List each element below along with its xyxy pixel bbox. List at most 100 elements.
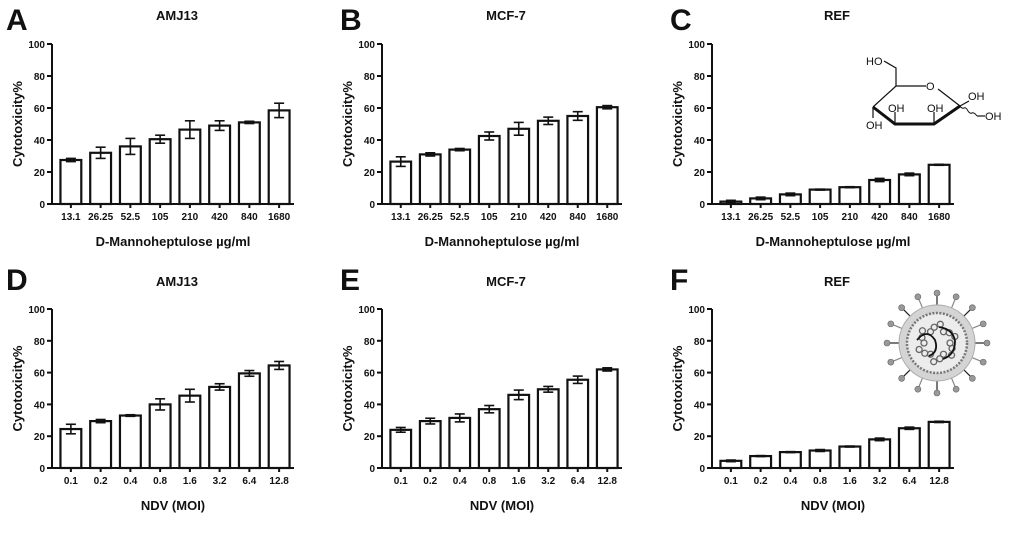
y-axis-title: Cytotoxicity% (670, 345, 685, 431)
bar (237, 372, 261, 470)
x-tick-label: 3.2 (213, 476, 227, 487)
x-axis-title: D-Mannoheptulose µg/ml (425, 234, 580, 249)
spike-head (952, 293, 960, 301)
chart-title: AMJ13 (156, 274, 198, 289)
y-tick-label: 0 (39, 464, 45, 475)
x-tick-label: 52.5 (450, 212, 470, 223)
y-tick-label: 40 (694, 400, 706, 411)
bar (595, 368, 619, 470)
y-axis-title: Cytotoxicity% (10, 81, 25, 167)
atom-label: OH (985, 111, 1002, 123)
bar (507, 393, 531, 470)
chart-title: MCF-7 (486, 274, 526, 289)
y-tick-label: 40 (364, 136, 376, 147)
y-tick-label: 0 (369, 464, 375, 475)
panel-letter: D (6, 264, 28, 297)
y-tick-label: 60 (694, 104, 706, 115)
y-tick-label: 80 (694, 337, 706, 348)
x-tick-label: 0.2 (754, 476, 768, 487)
spike-head (914, 385, 922, 393)
bar (566, 114, 590, 206)
x-tick-label: 420 (540, 212, 557, 223)
y-axis-title: Cytotoxicity% (340, 81, 355, 167)
bar (448, 148, 472, 206)
x-tick-label: 1680 (928, 212, 951, 223)
x-tick-label: 0.1 (394, 476, 408, 487)
bar (237, 121, 261, 206)
y-tick-label: 40 (34, 400, 46, 411)
spike-head (969, 304, 976, 311)
x-tick-label: 26.25 (418, 212, 443, 223)
oh-bond (959, 100, 970, 107)
x-axis-title: NDV (MOI) (470, 498, 534, 513)
bar (89, 419, 113, 470)
atom-label: OH (888, 103, 905, 115)
nucleocapsid-coil (939, 350, 948, 358)
y-tick-label: 100 (358, 40, 375, 51)
bar (148, 403, 172, 470)
x-axis-title: D-Mannoheptulose µg/ml (756, 234, 911, 249)
spike-head (898, 375, 905, 382)
bar (389, 428, 413, 470)
x-tick-label: 105 (481, 212, 498, 223)
x-tick-label: 420 (871, 212, 888, 223)
bar (868, 178, 892, 206)
x-tick-label: 105 (812, 212, 829, 223)
spike-head (933, 289, 941, 297)
bar (927, 420, 951, 470)
x-tick-label: 0.8 (153, 476, 167, 487)
x-tick-label: 26.25 (88, 212, 113, 223)
y-tick-label: 100 (358, 305, 375, 316)
x-tick-label: 0.1 (64, 476, 78, 487)
panel-letter: E (340, 264, 360, 297)
bar (178, 394, 202, 470)
panel-e: E MCF-7 0 20 40 60 80 100 Cytotoxicity% 0.1 0.2 0.4… (340, 264, 622, 513)
y-tick-label: 60 (694, 369, 706, 380)
x-tick-label: 52.5 (781, 212, 801, 223)
chart-title: REF (824, 274, 850, 289)
bar (838, 445, 862, 470)
bar (749, 454, 773, 470)
y-tick-label: 0 (699, 200, 705, 211)
bar (868, 438, 892, 470)
bar (808, 449, 832, 470)
spike-head (983, 339, 991, 347)
x-tick-label: 210 (182, 212, 199, 223)
spike-head (887, 320, 895, 328)
atom-label: OH (927, 103, 944, 115)
x-tick-label: 12.8 (269, 476, 289, 487)
x-tick-label: 12.8 (598, 476, 618, 487)
nucleocapsid-coil (918, 327, 927, 335)
atom-label: OH (968, 91, 985, 103)
y-tick-label: 40 (364, 400, 376, 411)
y-tick-label: 80 (694, 72, 706, 83)
y-tick-label: 20 (364, 432, 376, 443)
virus-membrane (905, 311, 969, 375)
panel-a: A AMJ13 0 20 40 60 80 100 Cytotoxicity% 13.1 26.25… (6, 4, 294, 249)
nucleocapsid-coil (915, 345, 923, 354)
x-tick-label: 1680 (268, 212, 291, 223)
x-tick-label: 0.4 (453, 476, 467, 487)
y-tick-label: 60 (34, 369, 46, 380)
x-tick-label: 0.1 (724, 476, 738, 487)
y-tick-label: 40 (694, 136, 706, 147)
panel-c: C REF 0 20 40 60 80 100 Cytotoxicity% 13.1 26.25 52… (670, 4, 1002, 249)
atom-label: O (926, 81, 935, 93)
spike-head (914, 293, 922, 301)
bar (208, 385, 232, 470)
bar (267, 364, 291, 470)
x-tick-label: 840 (901, 212, 918, 223)
y-tick-label: 20 (694, 432, 706, 443)
y-tick-label: 80 (34, 72, 46, 83)
bar (178, 128, 202, 206)
y-axis-title: Cytotoxicity% (670, 81, 685, 167)
y-axis-title: Cytotoxicity% (340, 345, 355, 431)
bar (389, 160, 413, 206)
spike-head (952, 385, 960, 393)
panel-letter: B (340, 4, 362, 37)
y-tick-label: 100 (688, 305, 705, 316)
panel-letter: C (670, 4, 692, 37)
y-tick-label: 60 (364, 104, 376, 115)
